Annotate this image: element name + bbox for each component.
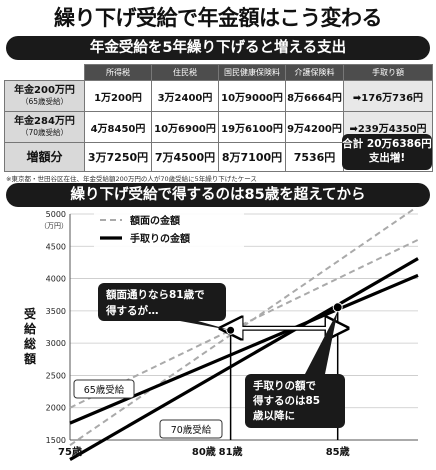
x-tick-label: 85歳 — [326, 445, 350, 458]
y-unit: （万円） — [40, 222, 68, 230]
label-65: 65歳受給 — [84, 384, 125, 396]
y-tick-label: 4500 — [46, 242, 66, 251]
callout-81-pointer — [180, 321, 231, 331]
table-cell: 10万9000円 — [218, 80, 286, 112]
table-cell: 8万7100円 — [218, 142, 286, 172]
y-tick-label: 4000 — [46, 275, 66, 284]
x-tick-label: 81歳 — [219, 445, 243, 458]
line-chart: 1500 2000 2500 3000 3500 4000 4500 5000 （万円） 受給… — [23, 208, 419, 461]
table-cell: 3万2400円 — [151, 80, 219, 112]
table-cell: 10万6900円 — [151, 111, 219, 143]
point-85 — [332, 302, 343, 313]
y-tick-label: 3500 — [46, 307, 66, 316]
y-axis: 1500 2000 2500 3000 3500 4000 4500 5000 — [46, 210, 66, 445]
col-header: 手取り額 — [343, 64, 433, 81]
row-header: 年金200万円 （65歳受給） — [4, 80, 85, 112]
y-tick-label: 3000 — [46, 339, 66, 348]
callout-85-text: 得するのは85 — [252, 394, 320, 407]
table-cell: 3万7250円 — [84, 142, 152, 172]
callout-81-text: 額面通りなら81歳で — [105, 288, 205, 301]
total-increase-line: 支出増! — [368, 152, 406, 164]
callout-85-pointer — [305, 311, 338, 374]
label-70: 70歳受給 — [171, 424, 212, 436]
x-tick-label: 80歳 — [192, 445, 216, 458]
table-cell: 9万4200円 — [285, 111, 344, 143]
table-cell: 19万6100円 — [218, 111, 286, 143]
y-axis-label-char: 総 — [24, 336, 36, 351]
table-row: 年金284万円 （70歳受給） 4万8450円 10万6900円 19万6100円… — [4, 111, 433, 143]
y-axis-label-char: 額 — [23, 351, 36, 366]
row-sublabel: （65歳受給） — [20, 97, 69, 106]
row-label: 年金284万円 — [14, 116, 75, 127]
y-tick-label: 1500 — [46, 436, 66, 445]
table-corner — [4, 64, 85, 81]
chart-banner: 繰り下げ受給で得するのは85歳を超えてから — [6, 183, 430, 207]
point-81 — [226, 325, 236, 335]
row-header: 年金284万円 （70歳受給） — [4, 111, 85, 143]
tax-table: 所得税 住民税 国民健康保険料 介護保険料 手取り額 年金200万円 （65歳受給… — [4, 64, 433, 172]
table-cell: 4万8450円 — [84, 111, 152, 143]
col-header: 介護保険料 — [285, 64, 344, 81]
total-increase-badge: 合計 20万6386円 支出増! — [342, 134, 432, 170]
row-header: 増額分 — [4, 142, 85, 172]
table-cell: 7536円 — [285, 142, 344, 172]
y-axis-label-char: 受 — [24, 306, 36, 321]
series-line — [69, 273, 419, 425]
table-cell-takehome: ➡176万736円 — [343, 80, 433, 112]
footnote: ※東京都・世田谷区在住、年金受給額200万円の人が70歳受給に5年繰り下げたケー… — [6, 175, 257, 183]
table-cell: 7万4500円 — [151, 142, 219, 172]
col-header: 住民税 — [151, 64, 219, 81]
table-cell: 1万200円 — [84, 80, 152, 112]
table-banner: 年金受給を5年繰り下げると増える支出 — [6, 36, 430, 60]
y-tick-label: 2000 — [46, 404, 66, 413]
total-increase-line: 合計 20万6386円 — [342, 138, 432, 150]
y-axis-label-char: 給 — [24, 321, 37, 336]
x-tick-label: 75歳 — [58, 445, 82, 458]
label-65-box — [73, 379, 135, 399]
col-header: 所得税 — [84, 64, 152, 81]
legend-box — [94, 212, 244, 248]
callout-85-text: 歳以降に — [253, 409, 295, 422]
y-tick-label: 2500 — [46, 371, 66, 380]
y-tick-label: 5000 — [46, 210, 66, 219]
callout-85 — [245, 374, 345, 428]
series-line — [69, 257, 419, 461]
callout-85-text: 手取りの額で — [253, 379, 316, 392]
y-axis-label: 受給総額 — [23, 306, 37, 366]
legend-label: 額面の金額 — [129, 214, 180, 227]
label-70-box — [159, 419, 223, 439]
x-axis: 75歳 80歳 81歳 85歳 — [58, 445, 350, 458]
row-label: 年金200万円 — [14, 85, 75, 96]
callout-81-text: 得するが… — [105, 304, 159, 317]
table-row: 年金200万円 （65歳受給） 1万200円 3万2400円 10万9000円 8… — [4, 80, 433, 112]
col-header: 国民健康保険料 — [218, 64, 286, 81]
table-header-row: 所得税 住民税 国民健康保険料 介護保険料 手取り額 — [4, 64, 433, 81]
callout-81 — [98, 283, 226, 321]
main-title: 繰り下げ受給で年金額はこう変わる — [54, 6, 383, 30]
legend-label: 手取りの金額 — [130, 232, 190, 245]
table-cell: 8万6664円 — [285, 80, 344, 112]
row-sublabel: （70歳受給） — [20, 128, 69, 137]
